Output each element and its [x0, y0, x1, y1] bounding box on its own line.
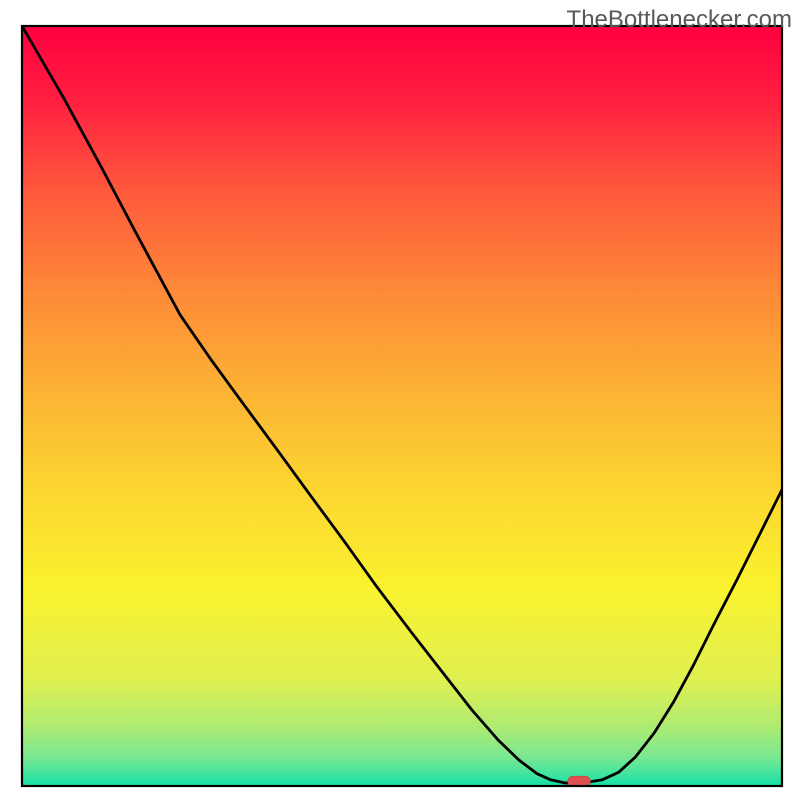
plot-background: [22, 26, 782, 786]
chart-canvas: TheBottlenecker.com: [0, 0, 800, 800]
watermark-text: TheBottlenecker.com: [567, 6, 792, 34]
bottleneck-chart: [0, 0, 800, 800]
